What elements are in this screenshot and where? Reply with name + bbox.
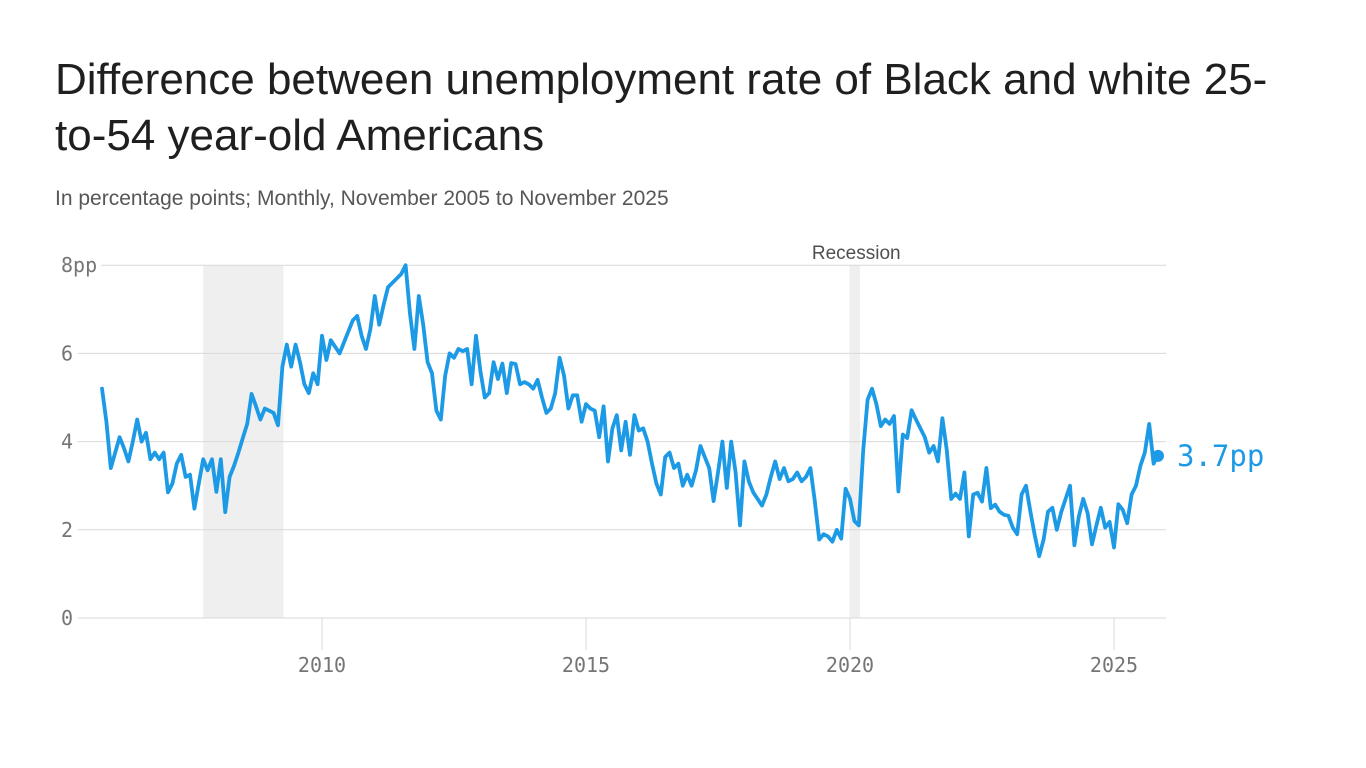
- chart-subtitle-text: In percentage points; Monthly, November …: [55, 187, 669, 210]
- x-tick-label-2010: 2010: [298, 653, 346, 677]
- chart-subtitle: In percentage points; Monthly, November …: [55, 185, 1317, 213]
- end-point-dot: [1152, 449, 1164, 462]
- y-tick-label-4: 4: [61, 430, 73, 454]
- y-tick-label-2: 2: [61, 518, 73, 542]
- x-tick-label-2020: 2020: [826, 653, 874, 677]
- chart-title-line2: to-54 year-old Americans: [55, 111, 545, 160]
- chart-title: Difference between unemployment rate of …: [55, 52, 1317, 164]
- x-tick-label-2015: 2015: [562, 653, 610, 677]
- y-tick-label-0: 0: [61, 606, 73, 630]
- y-tick-label-8: 8pp: [61, 253, 97, 277]
- recession-label: Recession: [812, 243, 901, 264]
- end-point-label: 3.7pp: [1177, 439, 1264, 473]
- y-tick-label-6: 6: [61, 341, 73, 365]
- data-line: [100, 263, 1160, 559]
- chart-title-line1: Difference between unemployment rate of …: [55, 55, 1268, 104]
- x-tick-label-2025: 2025: [1090, 653, 1138, 677]
